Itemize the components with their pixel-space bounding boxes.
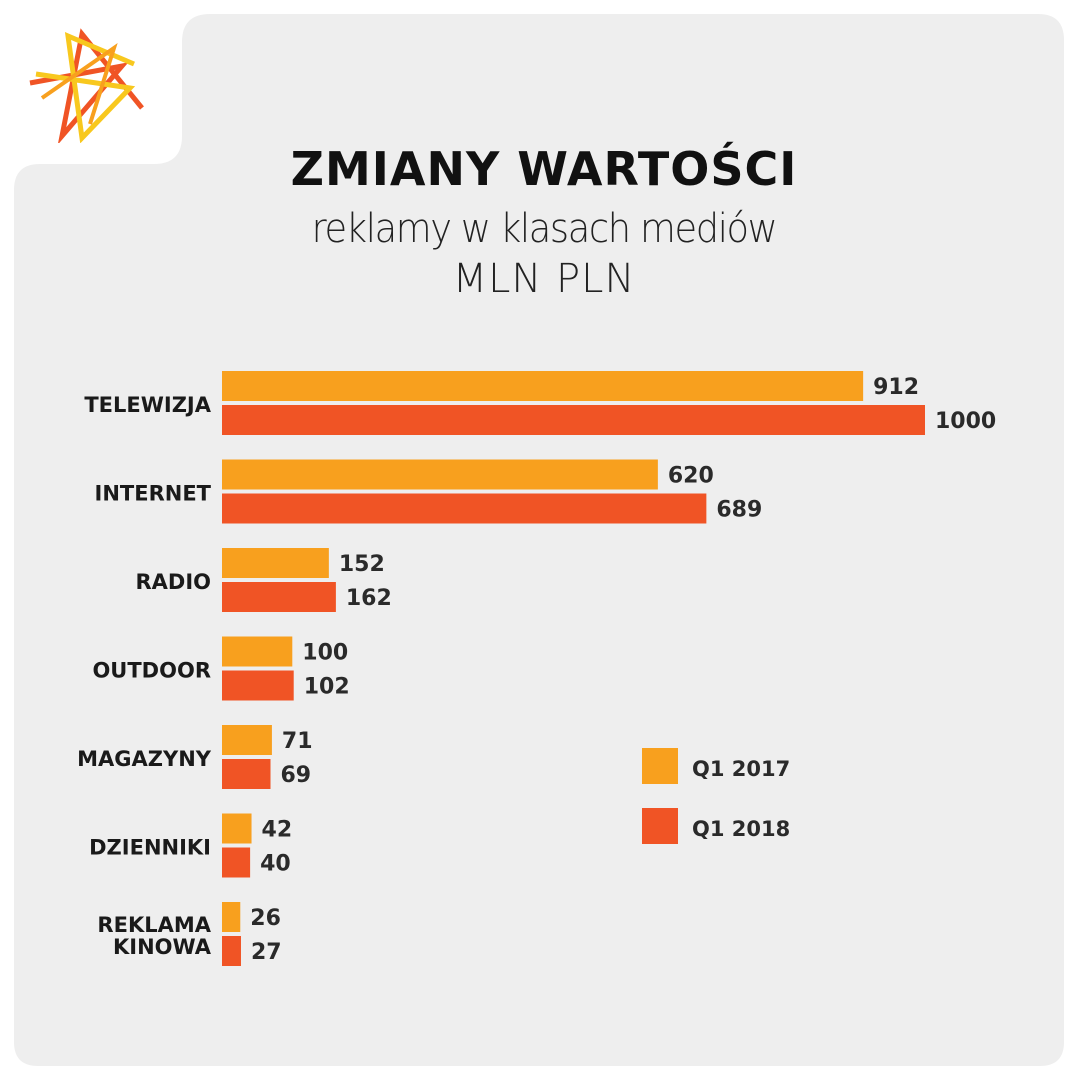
bar-q1-2018 — [222, 670, 294, 701]
bar-q1-2018 — [222, 405, 925, 435]
bar-q1-2018 — [222, 847, 251, 878]
legend-label: Q1 2017 — [692, 757, 790, 781]
bar-q1-2017 — [222, 813, 252, 844]
legend-label: Q1 2018 — [692, 817, 790, 841]
category-label: REKLAMA KINOWA — [97, 913, 211, 959]
bar-q1-2018 — [222, 493, 707, 524]
bar-q1-2017 — [222, 371, 864, 401]
value-label: 620 — [668, 464, 714, 489]
value-label: 71 — [282, 729, 313, 754]
category-label: RADIO — [135, 570, 211, 594]
bar-q1-2018 — [222, 582, 336, 612]
value-label: 100 — [302, 641, 348, 666]
value-label: 42 — [262, 818, 293, 843]
value-label: 152 — [339, 552, 385, 577]
legend-swatch — [642, 808, 678, 844]
value-label: 102 — [304, 675, 350, 700]
bar-q1-2017 — [222, 902, 241, 932]
bar-q1-2017 — [222, 459, 658, 490]
bar-q1-2017 — [222, 725, 272, 755]
value-label: 40 — [260, 852, 291, 877]
bar-q1-2018 — [222, 936, 241, 966]
bar-q1-2017 — [222, 548, 329, 578]
value-label: 27 — [251, 940, 282, 965]
unit-label: MLN PLN — [452, 256, 636, 302]
value-label: 69 — [281, 763, 312, 788]
category-label: MAGAZYNY — [77, 747, 212, 771]
value-label: 912 — [873, 375, 919, 400]
value-label: 689 — [716, 498, 762, 523]
bar-q1-2017 — [222, 636, 293, 667]
category-label: TELEWIZJA — [84, 393, 211, 417]
category-label: INTERNET — [95, 482, 212, 506]
chart-subtitle: reklamy w klasach mediów — [311, 206, 778, 252]
category-label: DZIENNIKI — [89, 836, 211, 860]
value-label: 1000 — [935, 409, 996, 434]
value-label: 26 — [250, 906, 281, 931]
legend-swatch — [642, 748, 678, 784]
value-label: 162 — [346, 586, 392, 611]
star-burst-icon — [29, 28, 144, 143]
bar-q1-2018 — [222, 759, 271, 789]
category-label: OUTDOOR — [92, 659, 211, 683]
chart-title: ZMIANY WARTOŚCI — [290, 142, 798, 196]
